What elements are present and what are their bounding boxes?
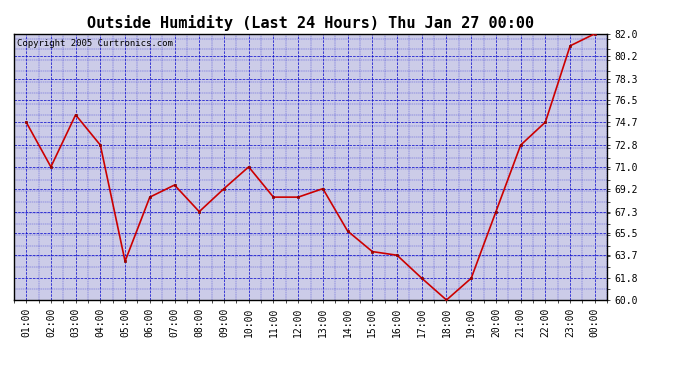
Text: Copyright 2005 Curtronics.com: Copyright 2005 Curtronics.com	[17, 39, 172, 48]
Title: Outside Humidity (Last 24 Hours) Thu Jan 27 00:00: Outside Humidity (Last 24 Hours) Thu Jan…	[87, 15, 534, 31]
